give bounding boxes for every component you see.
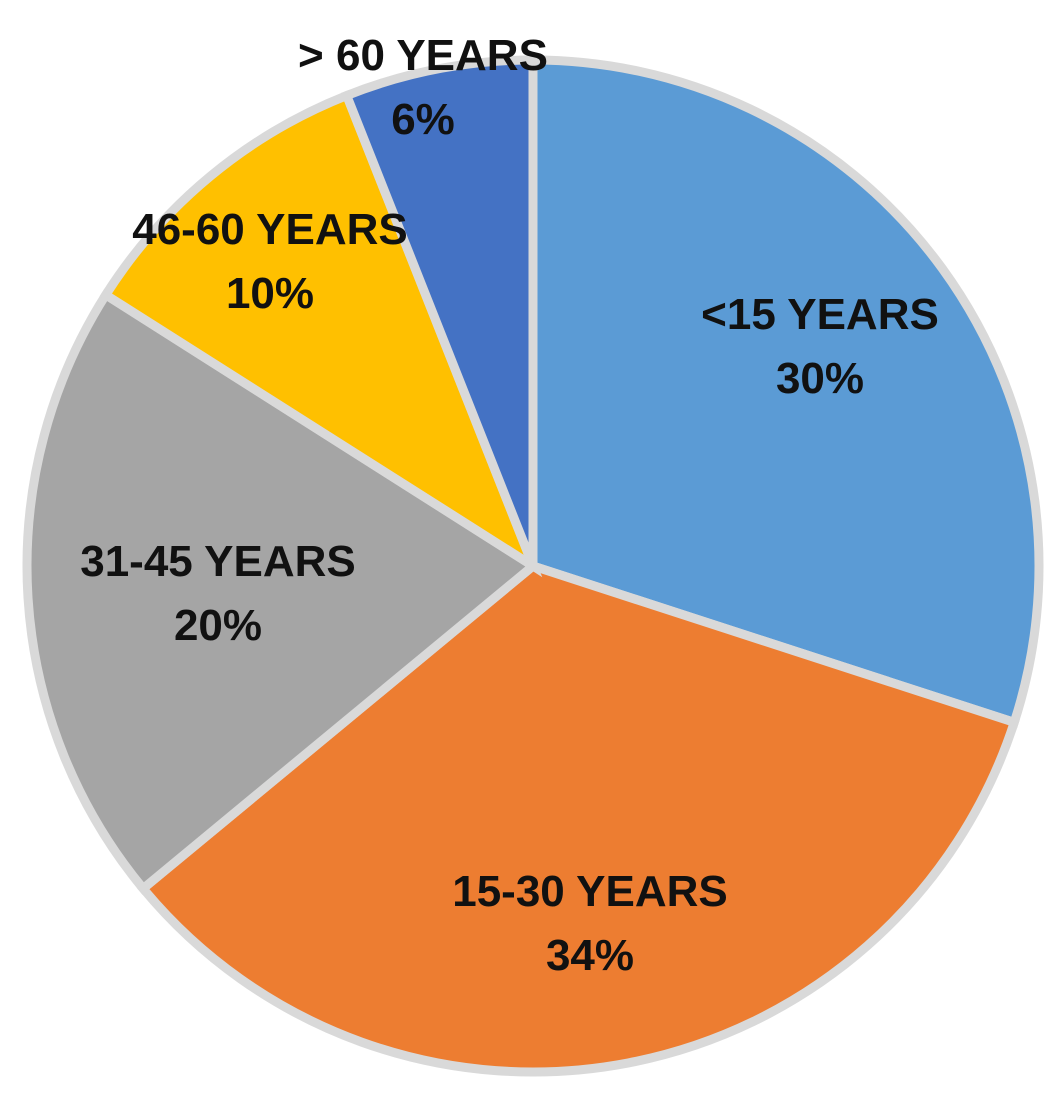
labels-layer: <15 YEARS 30% 15-30 YEARS 34% 31-45 YEARS 20%… [80, 31, 939, 980]
pie-slice-60-years [340, 55, 538, 568]
pie-slice-46-60-years [99, 89, 543, 578]
slice-category-label: 46-60 YEARS [132, 205, 408, 254]
slice-value-label: 30% [776, 354, 864, 403]
slice-category-label: > 60 YEARS [298, 31, 548, 80]
slice-value-label: 34% [546, 931, 634, 980]
slice-category-label: <15 YEARS [701, 290, 939, 339]
slice-category-label: 31-45 YEARS [80, 537, 356, 586]
slice-value-label: 6% [391, 95, 455, 144]
pie-slice-15-years [528, 55, 1044, 729]
pie-slice-31-45-years [22, 288, 541, 895]
slices-layer [22, 55, 1044, 1077]
pie-slice-15-30-years [136, 560, 1020, 1077]
slice-value-label: 20% [174, 601, 262, 650]
slice-category-label: 15-30 YEARS [452, 867, 728, 916]
slice-value-label: 10% [226, 269, 314, 318]
